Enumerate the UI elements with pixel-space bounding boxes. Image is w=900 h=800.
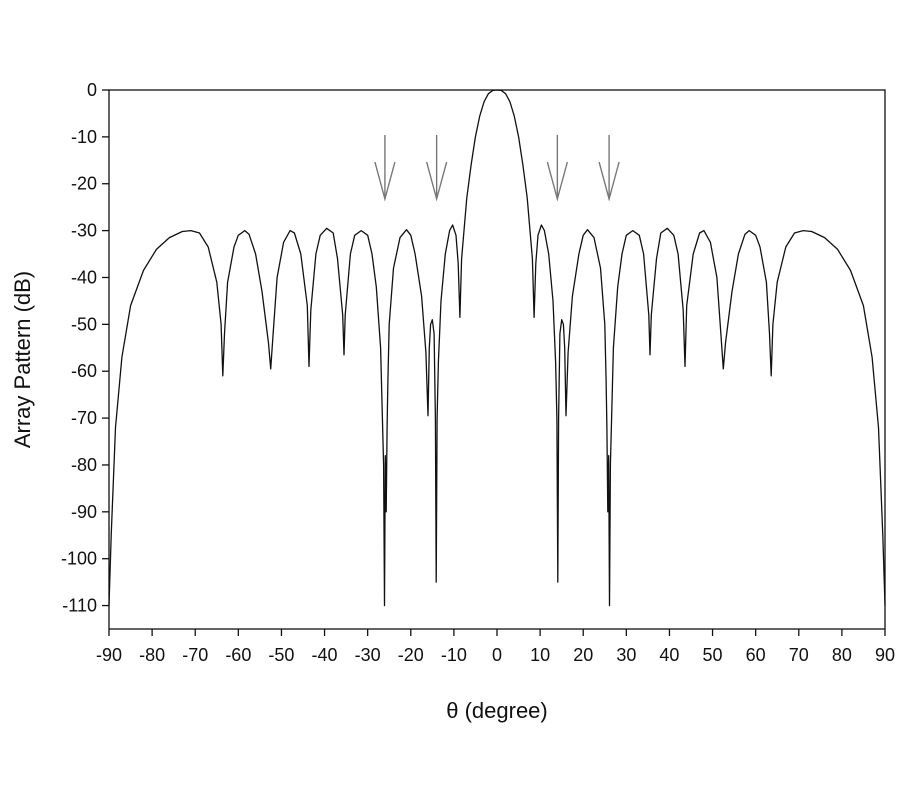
x-tick-label: 0 (492, 645, 502, 665)
x-axis-title: θ (degree) (446, 698, 548, 723)
plot-frame (108, 89, 886, 630)
x-tick-label: -20 (398, 645, 424, 665)
y-tick-label: -100 (61, 549, 97, 569)
x-tick-label: 60 (746, 645, 766, 665)
x-tick-label: -80 (139, 645, 165, 665)
x-tick-label: 30 (616, 645, 636, 665)
x-tick-label: -70 (182, 645, 208, 665)
y-tick-label: 0 (87, 80, 97, 100)
y-tick-label: -40 (71, 267, 97, 287)
y-tick-label: -90 (71, 502, 97, 522)
x-tick-label: -50 (268, 645, 294, 665)
x-tick-label: 70 (789, 645, 809, 665)
y-tick-label: -50 (71, 314, 97, 334)
x-tick-label: -40 (312, 645, 338, 665)
null-arrow (598, 135, 620, 202)
null-arrow (425, 135, 448, 202)
array-pattern-line (108, 89, 886, 607)
y-axis-title: Array Pattern (dB) (10, 271, 35, 448)
y-tick-label: -20 (71, 174, 97, 194)
x-tick-label: -60 (225, 645, 251, 665)
x-tick-label: 20 (573, 645, 593, 665)
x-tick-label: -30 (355, 645, 381, 665)
x-tick-label: -90 (96, 645, 122, 665)
axis-ticks: 0-10-20-30-40-50-60-70-80-90-100-110-90-… (61, 80, 895, 665)
null-arrows (374, 135, 620, 202)
x-tick-label: 50 (703, 645, 723, 665)
null-arrow (374, 135, 396, 202)
y-tick-label: -60 (71, 361, 97, 381)
y-tick-label: -110 (62, 596, 97, 616)
x-tick-label: -10 (441, 645, 467, 665)
x-tick-label: 10 (530, 645, 550, 665)
null-arrow (546, 135, 569, 202)
y-tick-label: -70 (71, 408, 97, 428)
x-tick-label: 80 (832, 645, 852, 665)
x-tick-label: 90 (875, 645, 895, 665)
y-tick-label: -10 (71, 127, 97, 147)
y-tick-label: -80 (71, 455, 97, 475)
y-tick-label: -30 (71, 221, 97, 241)
x-tick-label: 40 (659, 645, 679, 665)
